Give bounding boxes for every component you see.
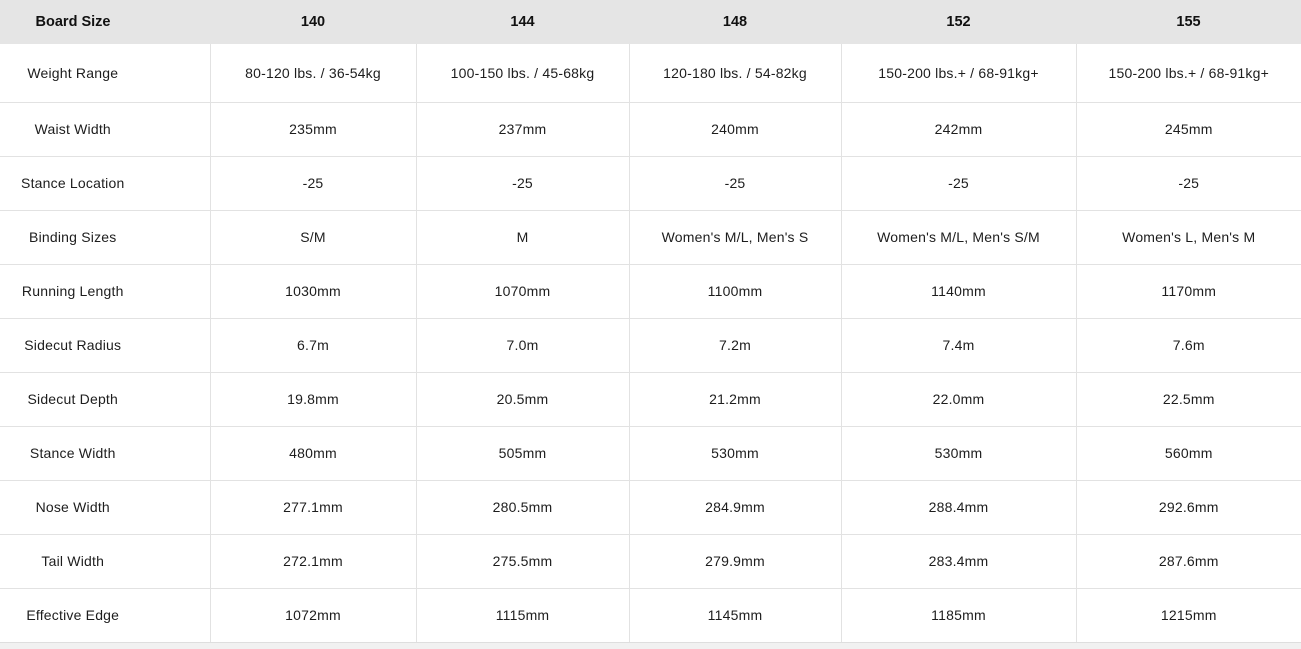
- row-label: Running Length: [0, 263, 210, 318]
- table-row-tail-width: Tail Width 272.1mm 275.5mm 279.9mm 283.4…: [0, 533, 1301, 588]
- spec-value: 237mm: [415, 101, 629, 156]
- spec-value: 480mm: [209, 425, 416, 480]
- spec-value: 7.6m: [1075, 317, 1301, 372]
- spec-value: 150-200 lbs.+ / 68-91kg+: [840, 44, 1076, 102]
- row-label: Sidecut Radius: [0, 317, 210, 372]
- spec-value: 279.9mm: [628, 533, 841, 588]
- table-row-binding-sizes: Binding Sizes S/M M Women's M/L, Men's S…: [0, 209, 1301, 264]
- spec-value: 100-150 lbs. / 45-68kg: [415, 44, 629, 102]
- spec-value: 150-200 lbs.+ / 68-91kg+: [1075, 44, 1301, 102]
- spec-value: 272.1mm: [209, 533, 416, 588]
- column-header-size-144: 144: [416, 0, 629, 44]
- spec-value: 1100mm: [628, 263, 841, 318]
- table-row-waist-width: Waist Width 235mm 237mm 240mm 242mm 245m…: [0, 101, 1301, 156]
- table-row-running-length: Running Length 1030mm 1070mm 1100mm 1140…: [0, 263, 1301, 318]
- spec-value: 1145mm: [628, 587, 841, 642]
- row-label: Waist Width: [0, 101, 210, 156]
- column-header-board-size: Board Size: [0, 0, 210, 44]
- spec-table-header: Board Size 140 144 148 152 155: [0, 0, 1301, 44]
- spec-value: 20.5mm: [415, 371, 629, 426]
- spec-value: M: [415, 209, 629, 264]
- spec-value: 22.0mm: [840, 371, 1076, 426]
- spec-value: 283.4mm: [840, 533, 1076, 588]
- spec-value: 245mm: [1075, 101, 1301, 156]
- spec-value: 19.8mm: [209, 371, 416, 426]
- row-label: Stance Location: [0, 155, 210, 210]
- spec-value: 1170mm: [1075, 263, 1301, 318]
- spec-value: 284.9mm: [628, 479, 841, 534]
- spec-value: 235mm: [209, 101, 416, 156]
- spec-value: 1070mm: [415, 263, 629, 318]
- row-label: Binding Sizes: [0, 209, 210, 264]
- spec-value: 242mm: [840, 101, 1076, 156]
- row-label: Sidecut Depth: [0, 371, 210, 426]
- column-header-size-148: 148: [629, 0, 841, 44]
- table-row-weight-range: Weight Range 80-120 lbs. / 36-54kg 100-1…: [0, 44, 1301, 102]
- table-row-sidecut-radius: Sidecut Radius 6.7m 7.0m 7.2m 7.4m 7.6m: [0, 317, 1301, 372]
- spec-value: 7.0m: [415, 317, 629, 372]
- table-row-stance-location: Stance Location -25 -25 -25 -25 -25: [0, 155, 1301, 210]
- spec-value: 22.5mm: [1075, 371, 1301, 426]
- spec-value: 240mm: [628, 101, 841, 156]
- spec-value: 1072mm: [209, 587, 416, 642]
- spec-value: -25: [840, 155, 1076, 210]
- spec-value: 287.6mm: [1075, 533, 1301, 588]
- spec-value: -25: [415, 155, 629, 210]
- spec-value: 1115mm: [415, 587, 629, 642]
- table-row-nose-width: Nose Width 277.1mm 280.5mm 284.9mm 288.4…: [0, 479, 1301, 534]
- column-header-size-140: 140: [210, 0, 416, 44]
- row-label: Weight Range: [0, 44, 210, 102]
- bottom-section-strip: [0, 642, 1301, 649]
- spec-value: 1140mm: [840, 263, 1076, 318]
- spec-value: 7.2m: [628, 317, 841, 372]
- spec-value: 21.2mm: [628, 371, 841, 426]
- spec-value: 120-180 lbs. / 54-82kg: [628, 44, 841, 102]
- spec-value: 292.6mm: [1075, 479, 1301, 534]
- row-label: Effective Edge: [0, 587, 210, 642]
- header-row: Board Size 140 144 148 152 155: [0, 0, 1301, 44]
- spec-value: 7.4m: [840, 317, 1076, 372]
- spec-value: 505mm: [415, 425, 629, 480]
- spec-value: 560mm: [1075, 425, 1301, 480]
- spec-value: Women's M/L, Men's S/M: [840, 209, 1076, 264]
- spec-value: S/M: [209, 209, 416, 264]
- spec-value: 288.4mm: [840, 479, 1076, 534]
- spec-value: -25: [628, 155, 841, 210]
- column-header-size-155: 155: [1076, 0, 1301, 44]
- spec-value: 1185mm: [840, 587, 1076, 642]
- spec-value: 280.5mm: [415, 479, 629, 534]
- spec-value: -25: [1075, 155, 1301, 210]
- spec-value: -25: [209, 155, 416, 210]
- spec-value: 530mm: [840, 425, 1076, 480]
- column-header-size-152: 152: [841, 0, 1076, 44]
- row-label: Tail Width: [0, 533, 210, 588]
- spec-value: 80-120 lbs. / 36-54kg: [209, 44, 416, 102]
- table-row-sidecut-depth: Sidecut Depth 19.8mm 20.5mm 21.2mm 22.0m…: [0, 371, 1301, 426]
- spec-value: Women's M/L, Men's S: [628, 209, 841, 264]
- spec-value: 1215mm: [1075, 587, 1301, 642]
- row-label: Stance Width: [0, 425, 210, 480]
- spec-value: 277.1mm: [209, 479, 416, 534]
- spec-value: 275.5mm: [415, 533, 629, 588]
- spec-value: Women's L, Men's M: [1075, 209, 1301, 264]
- spec-value: 530mm: [628, 425, 841, 480]
- table-row-effective-edge: Effective Edge 1072mm 1115mm 1145mm 1185…: [0, 587, 1301, 642]
- row-label: Nose Width: [0, 479, 210, 534]
- spec-value: 1030mm: [209, 263, 416, 318]
- table-row-stance-width: Stance Width 480mm 505mm 530mm 530mm 560…: [0, 425, 1301, 480]
- spec-value: 6.7m: [209, 317, 416, 372]
